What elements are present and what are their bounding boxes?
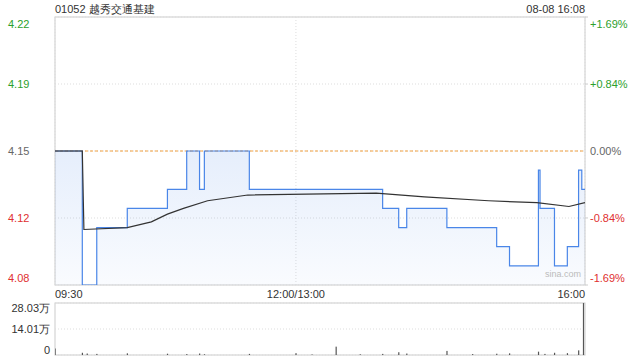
price-area	[55, 151, 585, 285]
volume-bar	[311, 354, 312, 355]
volume-bar	[446, 351, 447, 355]
volume-bar	[96, 354, 97, 355]
volume-bar	[567, 353, 568, 355]
y-tick-label: 4.08	[8, 272, 29, 284]
volume-bar	[199, 354, 200, 355]
y-tick-label: 4.22	[8, 18, 29, 30]
volume-bar	[186, 354, 187, 355]
y2-tick-label: -1.69%	[590, 272, 625, 284]
volume-area	[55, 303, 584, 355]
x-tick-label: 16:00	[557, 288, 585, 300]
y2-tick	[585, 217, 588, 218]
volume-tick-label: 14.01万	[11, 323, 50, 335]
volume-bar	[398, 352, 399, 355]
volume-bar	[496, 354, 497, 355]
volume-bar	[406, 354, 407, 355]
volume-bar	[509, 353, 510, 355]
y2-tick-label: +0.84%	[590, 78, 628, 90]
volume-grid	[55, 329, 585, 330]
volume-bar	[578, 350, 579, 355]
volume-bar	[360, 354, 361, 355]
y-tick-label: 4.12	[8, 212, 29, 224]
volume-grid	[55, 355, 585, 356]
watermark: sina.com	[545, 269, 581, 279]
y2-tick-label: 0.00%	[590, 145, 621, 157]
volume-bar	[583, 303, 584, 355]
volume-tick-label: 28.03万	[11, 302, 50, 314]
x-tick-label: 09:30	[55, 288, 83, 300]
volume-tick-label: 0	[44, 344, 50, 356]
title: 01052 越秀交通基建	[55, 3, 155, 15]
x-tick-label: 12:00/13:00	[267, 288, 325, 300]
y2-tick	[585, 17, 588, 18]
y2-tick-label: +1.69%	[590, 18, 628, 30]
volume-bar	[544, 354, 545, 355]
volume-bar	[472, 354, 473, 355]
plot-frame	[55, 17, 585, 285]
y-tick-label: 4.15	[8, 145, 29, 157]
volume-bar	[204, 354, 205, 355]
plot-area	[55, 151, 585, 285]
volume-bar	[55, 349, 56, 355]
subtitle: 08-08 16:08	[526, 3, 585, 15]
volume-bar	[249, 354, 250, 355]
y-tick-label: 4.19	[8, 78, 29, 90]
volume-bar	[295, 353, 296, 355]
average-line	[55, 151, 585, 229]
volume-bar	[336, 347, 337, 355]
chart-root: 01052 越秀交通基建 08-08 16:08 4.22 4.19 4.15 4.12 4…	[0, 0, 640, 360]
volume-bar	[127, 353, 128, 355]
volume-grid	[55, 303, 585, 304]
reference-line	[55, 151, 585, 152]
volume-bar	[167, 354, 168, 355]
y-grid	[55, 84, 585, 85]
y-grid	[55, 17, 585, 18]
volume-bar	[554, 353, 555, 355]
volume-bar	[82, 353, 83, 355]
y2-tick	[585, 84, 588, 85]
volume-bar	[87, 354, 88, 355]
price-line	[55, 151, 585, 285]
volume-frame	[55, 303, 585, 355]
y2-tick	[585, 285, 588, 286]
y2-tick-label: -0.84%	[590, 212, 625, 224]
y-grid	[55, 151, 585, 152]
volume-bar	[538, 352, 539, 355]
volume-bar	[382, 354, 383, 355]
